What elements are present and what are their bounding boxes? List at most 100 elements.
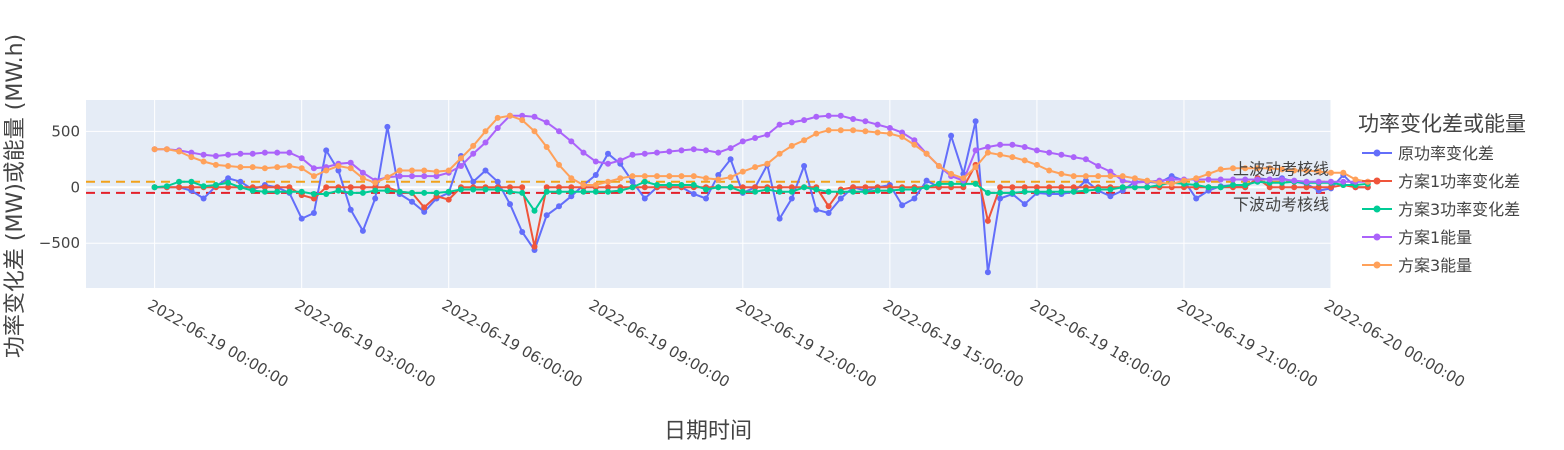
data-point — [1291, 167, 1298, 174]
data-point — [1230, 182, 1236, 188]
data-point — [788, 195, 795, 202]
data-point — [298, 155, 305, 162]
data-point — [298, 165, 305, 172]
legend-label: 方案1能量 — [1398, 228, 1472, 247]
data-point — [200, 195, 207, 202]
data-point — [715, 176, 722, 183]
data-point — [1021, 184, 1028, 191]
data-point — [972, 147, 979, 154]
data-point — [886, 187, 893, 194]
data-point — [1009, 154, 1016, 161]
data-point — [874, 121, 881, 128]
x-tick-label: 2022-06-19 15:00:00 — [880, 296, 1027, 391]
data-point — [556, 184, 562, 191]
data-point — [347, 159, 354, 166]
series-line — [154, 114, 1368, 186]
data-point — [703, 175, 709, 182]
data-point — [1046, 149, 1053, 156]
data-point — [1058, 170, 1065, 177]
data-point — [519, 112, 526, 119]
data-point — [850, 188, 857, 195]
y-tick-label: 0 — [70, 178, 80, 196]
legend-item[interactable]: 方案1功率变化差 — [1362, 172, 1520, 191]
data-point — [1181, 177, 1187, 184]
data-point — [237, 178, 244, 185]
data-point — [666, 148, 673, 155]
data-point — [813, 186, 820, 193]
data-point — [261, 184, 268, 191]
legend-item[interactable]: 原功率变化差 — [1362, 144, 1494, 163]
data-point — [507, 188, 513, 195]
data-point — [1144, 177, 1151, 184]
legend-swatch-marker — [1373, 177, 1381, 185]
data-point — [899, 129, 906, 136]
data-point — [359, 184, 366, 191]
series-line — [154, 162, 1368, 247]
data-point — [752, 184, 759, 191]
data-point — [543, 184, 550, 191]
data-point — [1205, 176, 1212, 183]
data-point — [1230, 165, 1236, 172]
data-point — [1230, 176, 1236, 183]
data-point — [825, 112, 832, 119]
data-point — [997, 189, 1004, 196]
data-point — [458, 155, 464, 162]
data-point — [1058, 151, 1065, 158]
legend-item[interactable]: 方案3能量 — [1362, 256, 1472, 275]
data-point — [482, 139, 489, 146]
data-point — [825, 203, 832, 210]
reference-line-label: 上波动考核线 — [1233, 160, 1329, 179]
data-point — [1131, 179, 1138, 186]
data-point — [678, 182, 685, 188]
x-axis-title: 日期时间 — [664, 419, 752, 444]
data-point — [948, 180, 955, 187]
data-point — [788, 184, 795, 191]
data-point — [396, 167, 403, 174]
data-point — [359, 189, 366, 196]
data-point — [801, 137, 808, 144]
x-tick-label: 2022-06-19 21:00:00 — [1174, 296, 1321, 391]
data-point — [690, 173, 697, 180]
data-point — [592, 172, 599, 178]
data-point — [923, 184, 930, 191]
data-point — [1082, 177, 1089, 184]
data-point — [274, 164, 281, 171]
data-point — [850, 116, 857, 122]
data-point — [249, 187, 256, 194]
data-point — [1119, 184, 1126, 191]
data-point — [543, 188, 550, 195]
data-point — [286, 149, 293, 156]
data-point — [764, 160, 771, 167]
data-point — [1046, 167, 1053, 174]
data-point — [200, 183, 207, 190]
data-point — [617, 157, 624, 164]
data-point — [1193, 175, 1200, 182]
data-point — [347, 165, 354, 172]
data-point — [261, 165, 268, 172]
data-point — [519, 229, 526, 235]
data-point — [739, 168, 746, 175]
data-point — [396, 188, 403, 195]
data-point — [335, 163, 342, 169]
data-point — [433, 168, 440, 175]
data-point — [1352, 176, 1359, 183]
data-point — [739, 184, 746, 191]
data-point — [372, 179, 379, 186]
data-point — [359, 169, 366, 176]
data-point — [163, 146, 170, 153]
legend-item[interactable]: 方案1能量 — [1362, 228, 1472, 247]
data-point — [862, 118, 869, 125]
data-point — [225, 151, 232, 158]
data-point — [825, 127, 832, 134]
data-point — [1131, 175, 1138, 182]
data-point — [531, 243, 538, 250]
data-point — [997, 195, 1004, 202]
data-point — [225, 175, 232, 182]
data-point — [776, 150, 783, 157]
data-point — [310, 210, 317, 216]
data-point — [543, 212, 550, 219]
data-point — [286, 188, 293, 195]
legend-item[interactable]: 方案3功率变化差 — [1362, 200, 1520, 219]
series — [151, 112, 1371, 188]
x-tick-label: 2022-06-19 18:00:00 — [1027, 296, 1174, 391]
